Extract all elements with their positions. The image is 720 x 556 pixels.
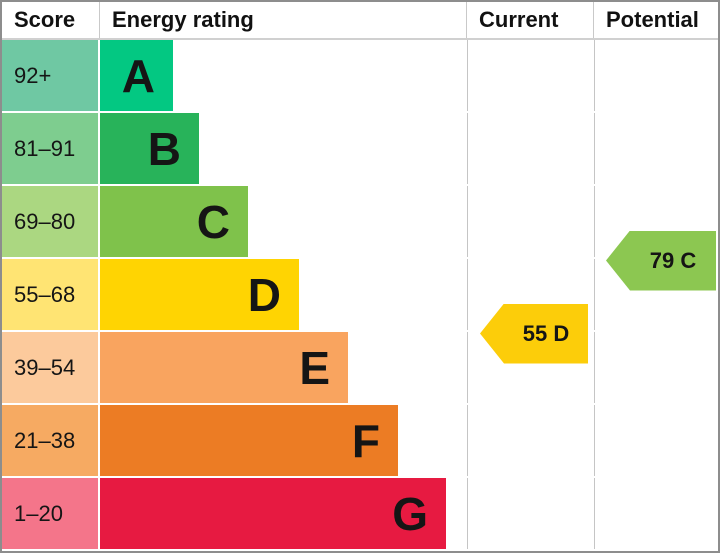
rating-bar-d: D (100, 259, 299, 330)
rating-letter-b: B (147, 122, 181, 175)
score-range-e: 39–54 (2, 332, 100, 403)
rating-letter-d: D (247, 268, 281, 321)
score-range-c: 69–80 (2, 186, 100, 257)
rating-bar-f: F (100, 405, 398, 476)
current-rating-arrow: 55 D (480, 303, 588, 364)
chart-body: 92+ A 81–91 B 69–80 C 55–68 D 39–54 E 21… (2, 40, 718, 551)
band-row-a: 92+ A (2, 40, 718, 113)
rating-letter-f: F (351, 414, 380, 467)
score-range-g: 1–20 (2, 478, 100, 549)
header-potential: Potential (606, 7, 699, 32)
band-row-b: 81–91 B (2, 113, 718, 186)
potential-column-divider (594, 40, 595, 551)
band-row-c: 69–80 C (2, 186, 718, 259)
header-energy-rating: Energy rating (100, 2, 467, 38)
rating-bar-b: B (100, 113, 199, 184)
band-row-f: 21–38 F (2, 405, 718, 478)
current-column-divider (467, 40, 468, 551)
rating-bar-a: A (100, 40, 173, 111)
rating-bar-g: G (100, 478, 446, 549)
rating-bar-c: C (100, 186, 248, 257)
rating-letter-a: A (121, 49, 155, 102)
header-score: Score (2, 2, 100, 38)
chart-header: Score Energy rating Current Potential (2, 2, 718, 40)
rating-letter-e: E (299, 341, 330, 394)
score-range-d: 55–68 (2, 259, 100, 330)
score-range-b: 81–91 (2, 113, 100, 184)
header-current: Current (467, 2, 594, 38)
rating-letter-g: G (392, 487, 428, 540)
band-row-g: 1–20 G (2, 478, 718, 551)
score-range-f: 21–38 (2, 405, 100, 476)
rating-letter-c: C (196, 195, 230, 248)
band-row-e: 39–54 E (2, 332, 718, 405)
band-row-d: 55–68 D (2, 259, 718, 332)
potential-rating-arrow: 79 C (606, 230, 716, 291)
score-range-a: 92+ (2, 40, 100, 111)
rating-bar-e: E (100, 332, 348, 403)
